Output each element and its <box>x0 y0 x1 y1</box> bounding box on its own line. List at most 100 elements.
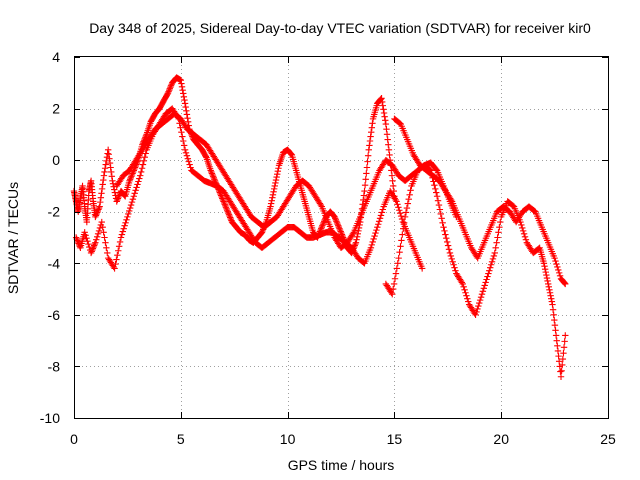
data-point <box>364 158 371 165</box>
data-point <box>555 352 562 360</box>
data-point <box>187 164 194 171</box>
data-point <box>178 128 185 136</box>
data-point <box>368 241 376 249</box>
data-point <box>127 174 134 182</box>
data-point <box>433 193 441 200</box>
data-point <box>562 280 569 288</box>
data-point <box>113 198 120 205</box>
data-point <box>104 150 111 157</box>
data-point <box>275 165 282 172</box>
data-point <box>483 276 490 283</box>
data-point <box>394 260 401 267</box>
data-point <box>210 174 217 182</box>
data-point <box>131 190 138 197</box>
data-point <box>399 231 406 238</box>
data-point <box>167 82 175 89</box>
data-point <box>541 263 548 270</box>
data-point <box>375 221 382 228</box>
plot-frame <box>74 56 609 419</box>
data-point <box>378 95 385 102</box>
data-point <box>178 83 186 91</box>
data-point <box>377 95 385 103</box>
data-point <box>541 265 549 273</box>
data-point <box>407 187 414 194</box>
axis-ticks <box>74 57 609 419</box>
data-point <box>364 152 372 159</box>
y-tick-label: -8 <box>48 358 61 374</box>
data-point <box>128 171 136 179</box>
data-point <box>434 197 442 204</box>
data-point <box>393 198 400 205</box>
data-point <box>396 207 403 214</box>
data-point <box>104 146 112 154</box>
y-tick-label: 4 <box>52 49 60 65</box>
data-point <box>177 77 184 84</box>
data-point <box>395 254 402 262</box>
data-point <box>353 233 361 240</box>
data-point <box>373 226 380 234</box>
data-point <box>126 176 134 183</box>
data-point <box>126 207 133 215</box>
data-point <box>93 236 100 243</box>
data-point <box>96 203 103 210</box>
data-point <box>319 222 326 229</box>
data-point <box>136 175 143 182</box>
data-point <box>445 246 453 253</box>
data-point <box>474 305 481 313</box>
data-point <box>85 240 92 248</box>
data-point <box>440 223 447 231</box>
data-point <box>101 234 108 241</box>
data-point <box>362 176 369 183</box>
data-point <box>371 232 378 240</box>
data-point <box>369 120 376 127</box>
data-point <box>81 229 88 236</box>
data-point <box>363 170 370 177</box>
data-point <box>520 230 528 238</box>
data-point <box>272 176 280 184</box>
data-point <box>118 231 126 238</box>
data-point <box>96 224 104 232</box>
data-point <box>202 153 210 160</box>
data-point <box>82 232 89 239</box>
data-point <box>178 80 185 87</box>
data-point <box>552 257 559 265</box>
data-point <box>121 222 128 229</box>
data-point <box>211 176 218 183</box>
data-point <box>274 170 281 178</box>
data-point <box>84 237 91 245</box>
data-point <box>482 279 489 286</box>
data-point <box>386 151 393 159</box>
data-point <box>441 227 448 235</box>
data-point <box>227 214 234 221</box>
data-point <box>378 209 386 216</box>
data-point <box>547 292 554 299</box>
data-point <box>180 93 188 100</box>
data-point <box>338 229 345 237</box>
data-point <box>360 196 367 204</box>
data-point <box>405 195 412 203</box>
data-point <box>493 239 500 246</box>
data-point <box>374 223 381 231</box>
data-point <box>224 208 231 215</box>
data-point <box>103 244 110 252</box>
data-point <box>444 242 452 249</box>
data-point <box>556 272 564 280</box>
data-point <box>392 196 399 204</box>
data-point <box>115 192 123 199</box>
data-point <box>542 268 549 276</box>
data-point <box>137 172 144 179</box>
data-point <box>497 218 504 226</box>
data-point <box>124 213 131 221</box>
data-point <box>207 167 214 174</box>
data-point <box>273 173 280 181</box>
data-point <box>559 355 567 363</box>
data-point <box>137 168 145 176</box>
y-tick-label: -2 <box>48 204 61 220</box>
data-point <box>388 172 396 179</box>
data-point <box>93 210 100 218</box>
data-point <box>380 106 387 113</box>
data-point <box>558 367 565 375</box>
data-point <box>269 194 276 201</box>
data-point <box>546 289 554 296</box>
data-point <box>97 194 105 201</box>
